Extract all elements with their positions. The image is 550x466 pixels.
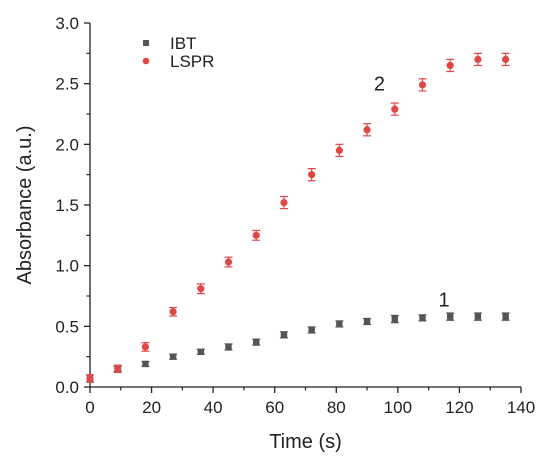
x-tick-label: 40 — [204, 398, 223, 417]
data-point — [446, 61, 454, 70]
curve-label: 2 — [374, 74, 385, 96]
data-point — [252, 231, 260, 239]
data-point — [363, 318, 371, 325]
data-point — [308, 171, 316, 179]
y-tick-label: 2.0 — [55, 135, 79, 154]
data-point — [446, 313, 454, 320]
axes — [89, 23, 521, 388]
data-point — [141, 343, 150, 351]
data-point — [280, 198, 288, 207]
x-tick-label: 20 — [142, 398, 161, 417]
data-series — [86, 52, 510, 383]
series-lspr — [86, 52, 510, 383]
y-tick-label: 1.0 — [55, 257, 79, 276]
data-point — [197, 285, 205, 293]
legend-marker-ibt — [143, 40, 149, 46]
ticks: 0 20 40 60 80 100 120 140 0.0 0.5 1.0 1.5 2.0 2.5 3.0 — [55, 14, 535, 417]
data-point — [308, 326, 315, 334]
annotations: 21 — [374, 74, 450, 312]
x-tick-label: 80 — [327, 398, 346, 417]
data-point — [502, 55, 510, 64]
data-point — [169, 308, 177, 316]
data-point — [335, 146, 343, 154]
data-point — [197, 348, 205, 356]
x-tick-label: 60 — [265, 398, 284, 417]
x-tick-label: 140 — [507, 398, 535, 417]
y-tick-label: 1.5 — [55, 196, 79, 215]
y-axis-title: Absorbance (a.u.) — [14, 126, 36, 285]
data-point — [474, 313, 482, 320]
data-point — [225, 343, 232, 351]
data-point — [86, 374, 94, 383]
data-point — [114, 365, 122, 373]
x-tick-label: 100 — [384, 398, 412, 417]
data-point — [391, 105, 399, 113]
data-point — [336, 320, 343, 328]
data-point — [474, 55, 482, 64]
x-tick-label: 120 — [445, 398, 473, 417]
data-point — [419, 314, 426, 322]
data-point — [418, 81, 427, 89]
data-point — [169, 353, 177, 360]
y-tick-label: 0.5 — [55, 317, 79, 336]
series-ibt — [86, 312, 510, 383]
y-tick-label: 0.0 — [55, 378, 79, 397]
data-point — [280, 331, 288, 339]
data-point — [224, 258, 233, 266]
data-point — [502, 313, 509, 320]
legend-label-ibt: IBT — [170, 34, 196, 53]
legend-marker-lspr — [142, 57, 150, 65]
curve-label: 1 — [438, 290, 449, 312]
x-tick-label: 0 — [85, 398, 94, 417]
legend-label-lspr: LSPR — [170, 52, 214, 71]
data-point — [142, 360, 149, 368]
y-tick-label: 3.0 — [55, 14, 79, 33]
y-tick-label: 2.5 — [55, 75, 79, 94]
data-point — [391, 315, 398, 323]
x-axis-title: Time (s) — [269, 431, 342, 453]
data-point — [253, 338, 260, 346]
data-point — [363, 126, 371, 134]
